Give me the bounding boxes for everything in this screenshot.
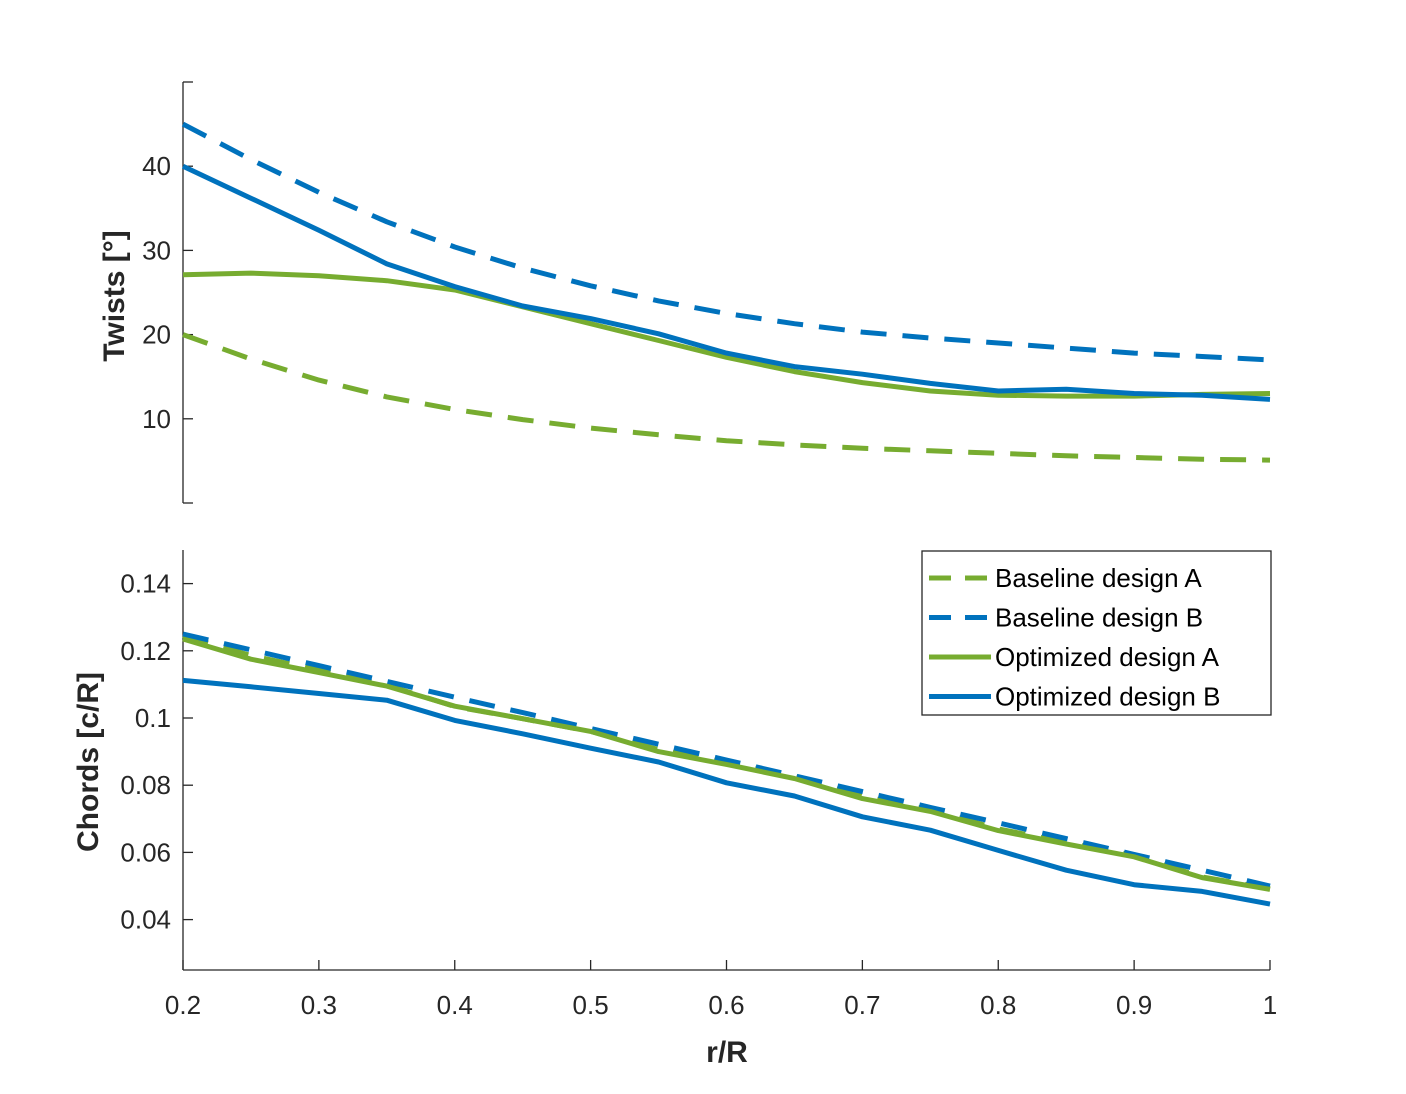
chords-y-tick-label: 0.1 <box>135 703 171 733</box>
twists-plot: 10 20 30 40 <box>142 81 1271 504</box>
chords-series-optimized-design-b <box>182 677 1271 907</box>
chords-x-tick-label: 0.4 <box>437 990 473 1020</box>
legend: Baseline design A Baseline design B Optimi… <box>921 550 1272 716</box>
legend-label: Optimized design B <box>995 682 1220 712</box>
chords-y-tick-label: 0.08 <box>120 770 171 800</box>
twists-ylabel: Twists [°] <box>98 230 131 361</box>
twists-series-baseline-design-b <box>181 121 1271 363</box>
legend-label: Baseline design B <box>995 603 1203 633</box>
chords-y-tick-label: 0.04 <box>120 905 171 935</box>
chords-x-tick-label: 1 <box>1263 990 1277 1020</box>
chords-x-tick-label: 0.2 <box>165 990 201 1020</box>
twists-y-tick-label: 30 <box>142 235 171 265</box>
chords-y-tick-label: 0.12 <box>120 636 171 666</box>
twists-series-optimized-design-a <box>182 270 1271 399</box>
chords-x-tick-label: 0.6 <box>708 990 744 1020</box>
twists-y-tick-label: 40 <box>142 151 171 181</box>
twists-y-tick-label: 20 <box>142 320 171 350</box>
chords-plot: 0.04 0.06 0.08 0.1 0.12 0.14 0.2 0.3 0.4 0.5 0.6 0.… <box>120 550 1277 1020</box>
twists-series-baseline-design-a <box>182 332 1271 463</box>
chords-xlabel: r/R <box>706 1036 748 1069</box>
chords-series-optimized-design-a <box>182 636 1271 892</box>
chords-x-tick-label: 0.8 <box>980 990 1016 1020</box>
legend-label: Baseline design A <box>995 563 1202 593</box>
chords-series-baseline-design-b <box>182 631 1271 889</box>
chords-x-tick-label: 0.7 <box>844 990 880 1020</box>
chords-y-tick-label: 0.06 <box>120 837 171 867</box>
twists-series-optimized-design-b <box>181 163 1271 402</box>
chords-y-tick-label: 0.14 <box>120 569 171 599</box>
chords-x-tick-label: 0.5 <box>573 990 609 1020</box>
twists-y-tick-label: 10 <box>142 404 171 434</box>
chords-ylabel: Chords [c/R] <box>72 672 105 852</box>
legend-label: Optimized design A <box>995 642 1220 672</box>
chords-x-tick-label: 0.3 <box>301 990 337 1020</box>
chords-x-tick-label: 0.9 <box>1116 990 1152 1020</box>
